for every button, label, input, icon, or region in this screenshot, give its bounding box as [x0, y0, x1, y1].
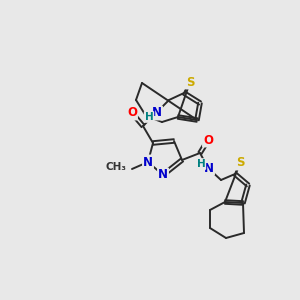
Text: O: O — [127, 106, 137, 119]
Text: N: N — [143, 155, 153, 169]
Text: O: O — [203, 134, 213, 146]
Text: N: N — [204, 161, 214, 175]
Text: N: N — [158, 169, 168, 182]
Text: H: H — [196, 159, 206, 169]
Text: H: H — [145, 112, 153, 122]
Text: N: N — [152, 106, 162, 119]
Text: CH₃: CH₃ — [106, 162, 127, 172]
Text: S: S — [236, 157, 244, 169]
Text: S: S — [186, 76, 194, 88]
